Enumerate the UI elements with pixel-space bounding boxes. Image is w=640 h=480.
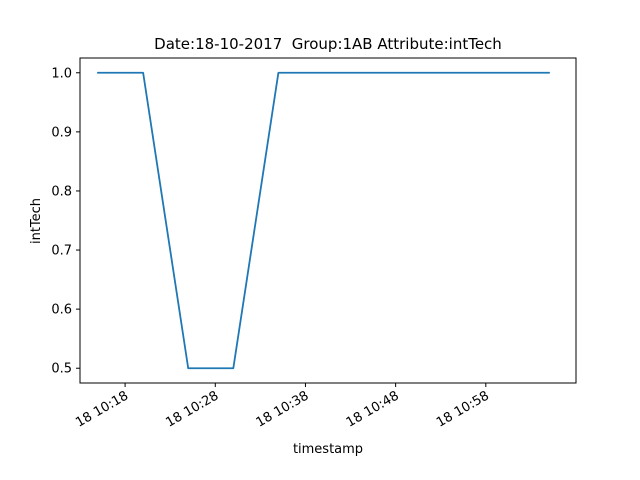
y-tick-label: 0.8 [51, 184, 72, 199]
plot-area-frame [79, 57, 577, 384]
y-tick-label: 0.9 [51, 125, 72, 140]
x-axis-label: timestamp [293, 442, 363, 457]
y-tick-label: 0.6 [51, 303, 72, 318]
series-line-0 [97, 71, 550, 370]
series-layer [97, 71, 550, 370]
y-tick-label: 0.7 [51, 244, 72, 259]
y-axis-ticks: 0.5 0.6 0.7 0.8 0.9 1.0 [51, 66, 80, 377]
y-tick-label: 1.0 [51, 66, 72, 81]
chart-title: Date:18-10-2017 Group:1AB Attribute:intT… [154, 35, 502, 53]
y-tick-label: 0.5 [51, 362, 72, 377]
y-axis-label: intTech [29, 198, 44, 244]
